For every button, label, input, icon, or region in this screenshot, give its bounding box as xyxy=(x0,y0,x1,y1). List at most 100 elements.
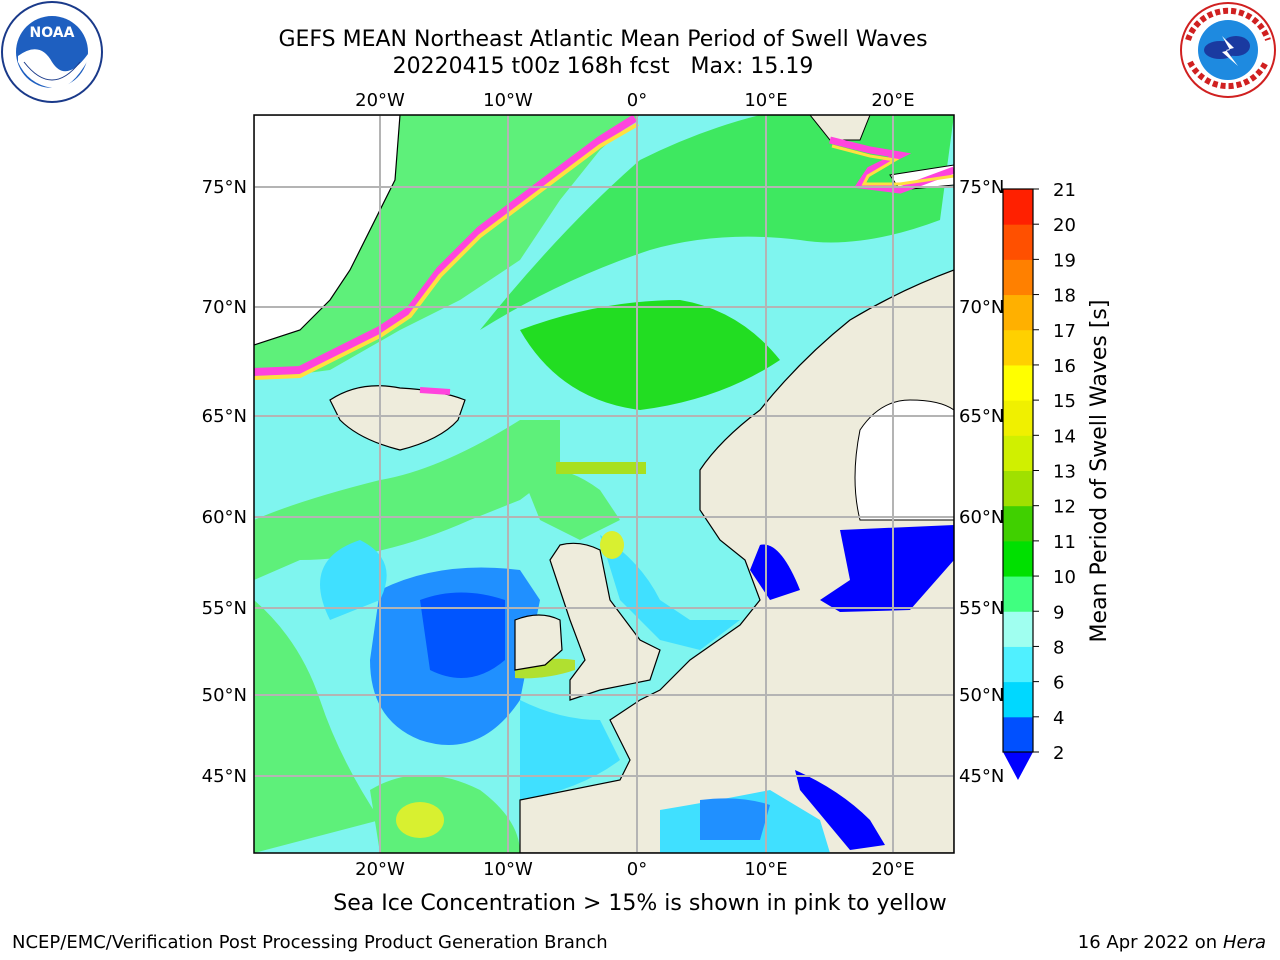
swell-region-norwegian-sea xyxy=(480,115,954,330)
lat-label-left: 70°N xyxy=(202,297,247,318)
map-field xyxy=(254,115,954,853)
lat-label-left: 45°N xyxy=(202,766,247,787)
gulf-of-bothnia-ice xyxy=(854,399,954,521)
colorbar-level-label: 9 xyxy=(1053,602,1064,623)
swell-region-southwest xyxy=(254,600,380,853)
colorbar-level-label: 16 xyxy=(1053,356,1076,377)
colorbar-level-label: 20 xyxy=(1053,215,1076,236)
ligurian-low-period xyxy=(700,798,770,840)
baltic-sea-low-period xyxy=(820,525,954,612)
swell-peak-faroe xyxy=(556,462,646,474)
swell-region-cyan xyxy=(320,540,387,620)
footer-credit: NCEP/EMC/Verification Post Processing Pr… xyxy=(12,932,608,953)
lon-label-top: 20°W xyxy=(355,90,405,111)
sea-ice-note: Sea Ice Concentration > 15% is shown in … xyxy=(333,891,947,916)
svalbard-land xyxy=(809,115,871,141)
lon-label-top: 0° xyxy=(627,90,647,111)
footer-host: Hera xyxy=(1222,932,1266,953)
colorbar-level-label: 8 xyxy=(1053,637,1064,658)
adriatic-low-period xyxy=(795,770,885,850)
colorbar-swatches xyxy=(1003,189,1033,753)
greenland-land xyxy=(254,115,401,346)
lat-label-left: 50°N xyxy=(202,685,247,706)
colorbar-swatch xyxy=(1003,681,1033,718)
colorbar-swatch xyxy=(1003,329,1033,366)
noaa-logo-text: NOAA xyxy=(30,25,75,41)
colorbar-level-label: 12 xyxy=(1053,497,1076,518)
lon-label-bottom: 0° xyxy=(627,859,647,880)
colorbar-labels: 2 4 6 8 9 10 11 12 13 14 15 16 17 18 19 20 21 xyxy=(1033,180,1076,764)
great-britain-land xyxy=(549,542,661,701)
colorbar-swatch xyxy=(1003,540,1033,577)
lon-label-top: 20°E xyxy=(871,90,914,111)
chart-subtitle: 20220415 t00z 168h fcst Max: 15.19 xyxy=(392,54,814,79)
sea-ice-edge-yellow xyxy=(254,122,640,380)
colorbar-swatch xyxy=(1003,470,1033,507)
colorbar-swatch xyxy=(1003,505,1033,542)
map-frame xyxy=(253,114,955,854)
colorbar-level-label: 21 xyxy=(1053,180,1076,201)
nws-logo xyxy=(1180,2,1276,98)
colorbar-swatch xyxy=(1003,224,1033,260)
lat-label-left: 60°N xyxy=(202,507,247,528)
lat-label-right: 45°N xyxy=(959,766,1004,787)
graticule xyxy=(254,115,954,853)
lon-label-bottom: 10°E xyxy=(744,859,787,880)
swell-peak-south xyxy=(396,802,444,838)
colorbar-swatch xyxy=(1003,646,1033,683)
lat-label-right: 70°N xyxy=(959,297,1004,318)
lat-label-right: 50°N xyxy=(959,685,1004,706)
colorbar-level-label: 13 xyxy=(1053,462,1076,483)
skagerrak-low-period xyxy=(750,544,800,600)
lon-labels-bottom: 20°W 10°W 0° 10°E 20°E xyxy=(355,859,914,880)
sea-ice-edge-yellow-east xyxy=(831,144,954,186)
sea-ice-iceland-north xyxy=(419,387,451,395)
ireland-land xyxy=(514,614,563,671)
lon-labels-top: 20°W 10°W 0° 10°E 20°E xyxy=(355,90,914,111)
colorbar-swatch xyxy=(1003,576,1033,612)
lon-label-bottom: 20°W xyxy=(355,859,405,880)
lat-label-right: 55°N xyxy=(959,598,1004,619)
swell-peak-north-sea xyxy=(600,531,624,559)
lat-label-right: 75°N xyxy=(959,177,1004,198)
colorbar: 2 4 6 8 9 10 11 12 13 14 15 16 17 18 19 20 21 Mean Perio… xyxy=(1002,180,1112,780)
lon-label-top: 10°E xyxy=(744,90,787,111)
colorbar-level-label: 6 xyxy=(1053,673,1064,694)
chart-title: GEFS MEAN Northeast Atlantic Mean Period… xyxy=(278,27,928,52)
colorbar-level-label: 15 xyxy=(1053,391,1076,412)
swell-region-lowest-period xyxy=(420,592,505,678)
swell-peak-irish-sea xyxy=(515,658,575,679)
swell-region-north-sea xyxy=(600,535,740,650)
lat-labels-left: 75°N 70°N 65°N 60°N 55°N 50°N 45°N xyxy=(202,177,247,787)
colorbar-swatch xyxy=(1003,716,1033,753)
colorbar-under-arrow xyxy=(1003,752,1033,780)
colorbar-level-label: 19 xyxy=(1053,250,1076,271)
sea-ice-edge-pink xyxy=(254,115,638,376)
colorbar-swatch xyxy=(1003,400,1033,436)
colorbar-level-label: 14 xyxy=(1053,426,1076,447)
lat-label-left: 65°N xyxy=(202,406,247,427)
footer-date: 16 Apr 2022 on Hera xyxy=(1078,932,1266,954)
lat-label-left: 75°N xyxy=(202,177,247,198)
lat-labels-right: 75°N 70°N 65°N 60°N 55°N 50°N 45°N xyxy=(959,177,1004,787)
lon-label-top: 10°W xyxy=(483,90,533,111)
lon-label-bottom: 10°W xyxy=(483,859,533,880)
lon-label-bottom: 20°E xyxy=(871,859,914,880)
noaa-logo: NOAA xyxy=(1,1,103,103)
swell-region-west xyxy=(254,420,560,580)
colorbar-swatch xyxy=(1003,189,1033,225)
lat-label-left: 55°N xyxy=(202,598,247,619)
colorbar-title: Mean Period of Swell Waves [s] xyxy=(1087,300,1112,643)
colorbar-level-label: 2 xyxy=(1053,743,1064,764)
colorbar-level-label: 17 xyxy=(1053,321,1076,342)
colorbar-level-label: 10 xyxy=(1053,567,1076,588)
colorbar-swatch xyxy=(1003,294,1033,331)
sea-ice-edge-pink-east xyxy=(829,136,954,194)
swell-region-faroe xyxy=(520,467,620,540)
colorbar-swatch xyxy=(1003,259,1033,296)
colorbar-swatch xyxy=(1003,364,1033,401)
lat-label-right: 60°N xyxy=(959,507,1004,528)
colorbar-level-label: 18 xyxy=(1053,286,1076,307)
footer-date-text: 16 Apr 2022 on xyxy=(1077,932,1223,953)
